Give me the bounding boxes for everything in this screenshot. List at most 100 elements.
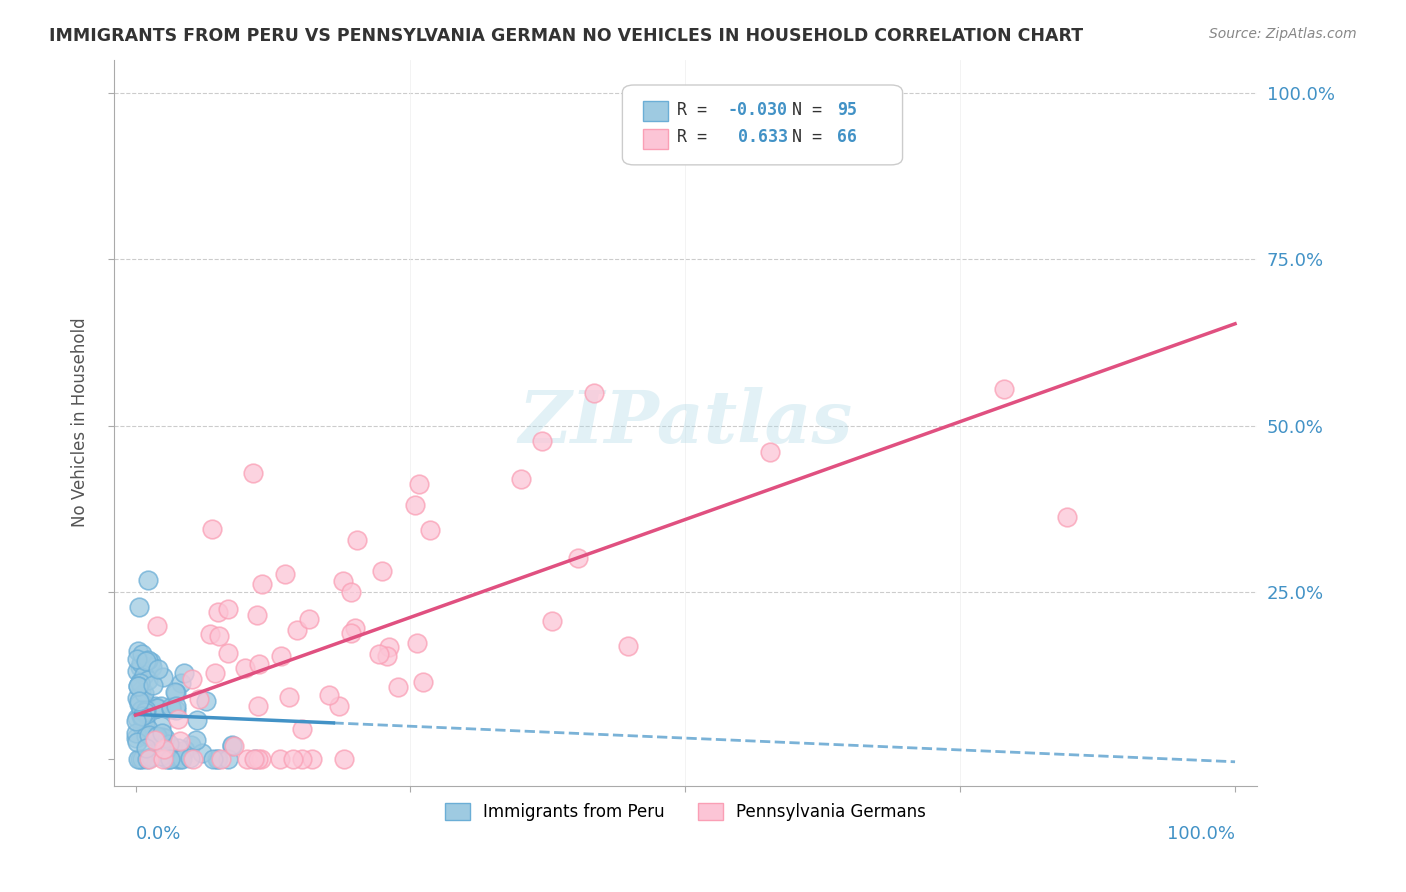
Point xyxy=(165,703,187,717)
Point xyxy=(209,752,232,766)
Point xyxy=(346,533,368,548)
Point xyxy=(163,685,186,699)
Point xyxy=(301,752,323,766)
Text: N =: N = xyxy=(792,101,831,119)
Point xyxy=(149,748,172,763)
Point xyxy=(135,654,157,668)
Point xyxy=(129,703,152,717)
Point xyxy=(274,567,297,582)
Point xyxy=(128,675,150,690)
Point xyxy=(150,699,173,714)
Point xyxy=(408,477,430,491)
Point xyxy=(139,655,162,669)
Point xyxy=(371,564,394,578)
Point xyxy=(141,660,163,674)
Point xyxy=(127,752,149,766)
Point xyxy=(135,729,157,743)
Point xyxy=(387,680,409,694)
Point xyxy=(134,696,156,710)
Text: 0.0%: 0.0% xyxy=(135,825,181,844)
Point xyxy=(155,731,177,745)
Point xyxy=(221,738,243,752)
Point xyxy=(617,639,640,653)
Point xyxy=(157,738,180,752)
Point xyxy=(129,682,152,697)
Point xyxy=(242,466,264,480)
Point xyxy=(252,577,274,591)
Point xyxy=(150,726,173,740)
Point xyxy=(136,653,159,667)
Point xyxy=(246,698,269,713)
Point xyxy=(146,618,169,632)
Point xyxy=(160,700,183,714)
Point xyxy=(127,652,149,666)
Point xyxy=(159,752,181,766)
Point xyxy=(125,725,148,739)
Point xyxy=(128,697,150,711)
Point xyxy=(145,730,167,744)
Point xyxy=(173,665,195,680)
Point xyxy=(129,752,152,766)
Point xyxy=(190,747,212,761)
Text: IMMIGRANTS FROM PERU VS PENNSYLVANIA GERMAN NO VEHICLES IN HOUSEHOLD CORRELATION: IMMIGRANTS FROM PERU VS PENNSYLVANIA GER… xyxy=(49,27,1084,45)
Point xyxy=(152,752,174,766)
Point xyxy=(136,723,159,737)
Point xyxy=(146,729,169,743)
Point xyxy=(138,728,160,742)
Point xyxy=(131,721,153,735)
Point xyxy=(135,703,157,717)
Point xyxy=(145,699,167,714)
Point xyxy=(131,709,153,723)
Point xyxy=(759,445,782,459)
Point xyxy=(166,741,188,756)
Text: R =: R = xyxy=(678,101,717,119)
Point xyxy=(207,752,229,766)
Point xyxy=(367,648,389,662)
Point xyxy=(181,672,204,686)
Text: 95: 95 xyxy=(838,101,858,119)
Point xyxy=(406,636,429,650)
Text: 0.633: 0.633 xyxy=(727,128,787,146)
Point xyxy=(165,686,187,700)
Point xyxy=(129,657,152,671)
Point xyxy=(184,733,207,747)
Point xyxy=(148,662,170,676)
Point xyxy=(245,607,267,622)
Point xyxy=(233,661,256,675)
Point xyxy=(509,472,531,486)
Point xyxy=(993,382,1015,396)
Point xyxy=(170,752,193,766)
Legend: Immigrants from Peru, Pennsylvania Germans: Immigrants from Peru, Pennsylvania Germa… xyxy=(437,797,932,828)
Point xyxy=(149,732,172,747)
Point xyxy=(221,739,243,753)
Point xyxy=(134,698,156,713)
Point xyxy=(270,648,292,663)
Point xyxy=(167,713,190,727)
Point xyxy=(582,386,605,401)
Point xyxy=(143,732,166,747)
Point xyxy=(165,698,187,713)
Point xyxy=(378,640,401,654)
Text: N =: N = xyxy=(792,128,831,146)
Point xyxy=(169,734,191,748)
Y-axis label: No Vehicles in Household: No Vehicles in Household xyxy=(72,318,89,527)
Point xyxy=(134,715,156,730)
Point xyxy=(131,648,153,662)
Point xyxy=(135,706,157,721)
Point xyxy=(180,738,202,752)
Point xyxy=(224,739,246,754)
Point xyxy=(201,752,224,766)
Point xyxy=(125,735,148,749)
Point xyxy=(567,550,589,565)
Point xyxy=(135,752,157,766)
Point xyxy=(128,599,150,614)
Point xyxy=(298,612,321,626)
Point xyxy=(217,602,239,616)
Point xyxy=(143,730,166,744)
Point xyxy=(530,434,553,449)
Point xyxy=(194,694,217,708)
Point xyxy=(125,731,148,745)
FancyBboxPatch shape xyxy=(623,85,903,165)
Point xyxy=(207,605,229,619)
Point xyxy=(134,705,156,719)
